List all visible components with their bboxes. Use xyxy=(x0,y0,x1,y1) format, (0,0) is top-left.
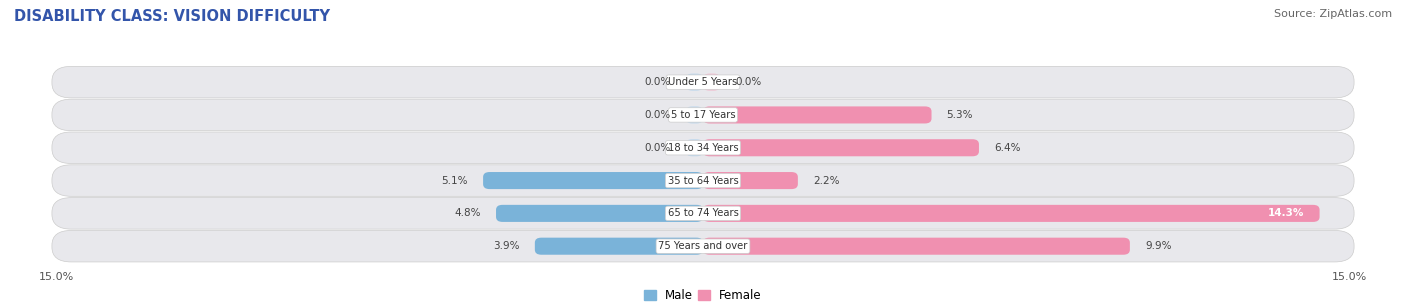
Text: 9.9%: 9.9% xyxy=(1144,241,1171,251)
Text: 0.0%: 0.0% xyxy=(644,110,671,120)
FancyBboxPatch shape xyxy=(52,66,1354,98)
FancyBboxPatch shape xyxy=(52,132,1354,164)
FancyBboxPatch shape xyxy=(703,172,797,189)
FancyBboxPatch shape xyxy=(52,99,1354,131)
Text: 2.2%: 2.2% xyxy=(813,176,839,185)
FancyBboxPatch shape xyxy=(484,172,703,189)
Text: 18 to 34 Years: 18 to 34 Years xyxy=(668,143,738,153)
FancyBboxPatch shape xyxy=(703,205,1320,222)
Text: Source: ZipAtlas.com: Source: ZipAtlas.com xyxy=(1274,9,1392,19)
Text: 65 to 74 Years: 65 to 74 Years xyxy=(668,208,738,218)
Text: 0.0%: 0.0% xyxy=(644,143,671,153)
Text: 5 to 17 Years: 5 to 17 Years xyxy=(671,110,735,120)
FancyBboxPatch shape xyxy=(52,230,1354,262)
FancyBboxPatch shape xyxy=(703,74,720,91)
FancyBboxPatch shape xyxy=(534,238,703,255)
Text: 35 to 64 Years: 35 to 64 Years xyxy=(668,176,738,185)
Legend: Male, Female: Male, Female xyxy=(640,285,766,304)
Text: 3.9%: 3.9% xyxy=(494,241,520,251)
Text: DISABILITY CLASS: VISION DIFFICULTY: DISABILITY CLASS: VISION DIFFICULTY xyxy=(14,9,330,24)
Text: 0.0%: 0.0% xyxy=(735,77,762,87)
Text: Under 5 Years: Under 5 Years xyxy=(668,77,738,87)
Text: 5.3%: 5.3% xyxy=(946,110,973,120)
FancyBboxPatch shape xyxy=(703,106,932,123)
FancyBboxPatch shape xyxy=(496,205,703,222)
FancyBboxPatch shape xyxy=(703,139,979,156)
Text: 4.8%: 4.8% xyxy=(454,208,481,218)
FancyBboxPatch shape xyxy=(686,74,703,91)
FancyBboxPatch shape xyxy=(52,165,1354,196)
Text: 75 Years and over: 75 Years and over xyxy=(658,241,748,251)
FancyBboxPatch shape xyxy=(52,198,1354,229)
FancyBboxPatch shape xyxy=(703,238,1130,255)
FancyBboxPatch shape xyxy=(686,139,703,156)
Text: 14.3%: 14.3% xyxy=(1268,208,1305,218)
Text: 5.1%: 5.1% xyxy=(441,176,468,185)
Text: 0.0%: 0.0% xyxy=(644,77,671,87)
Text: 6.4%: 6.4% xyxy=(994,143,1021,153)
FancyBboxPatch shape xyxy=(686,106,703,123)
